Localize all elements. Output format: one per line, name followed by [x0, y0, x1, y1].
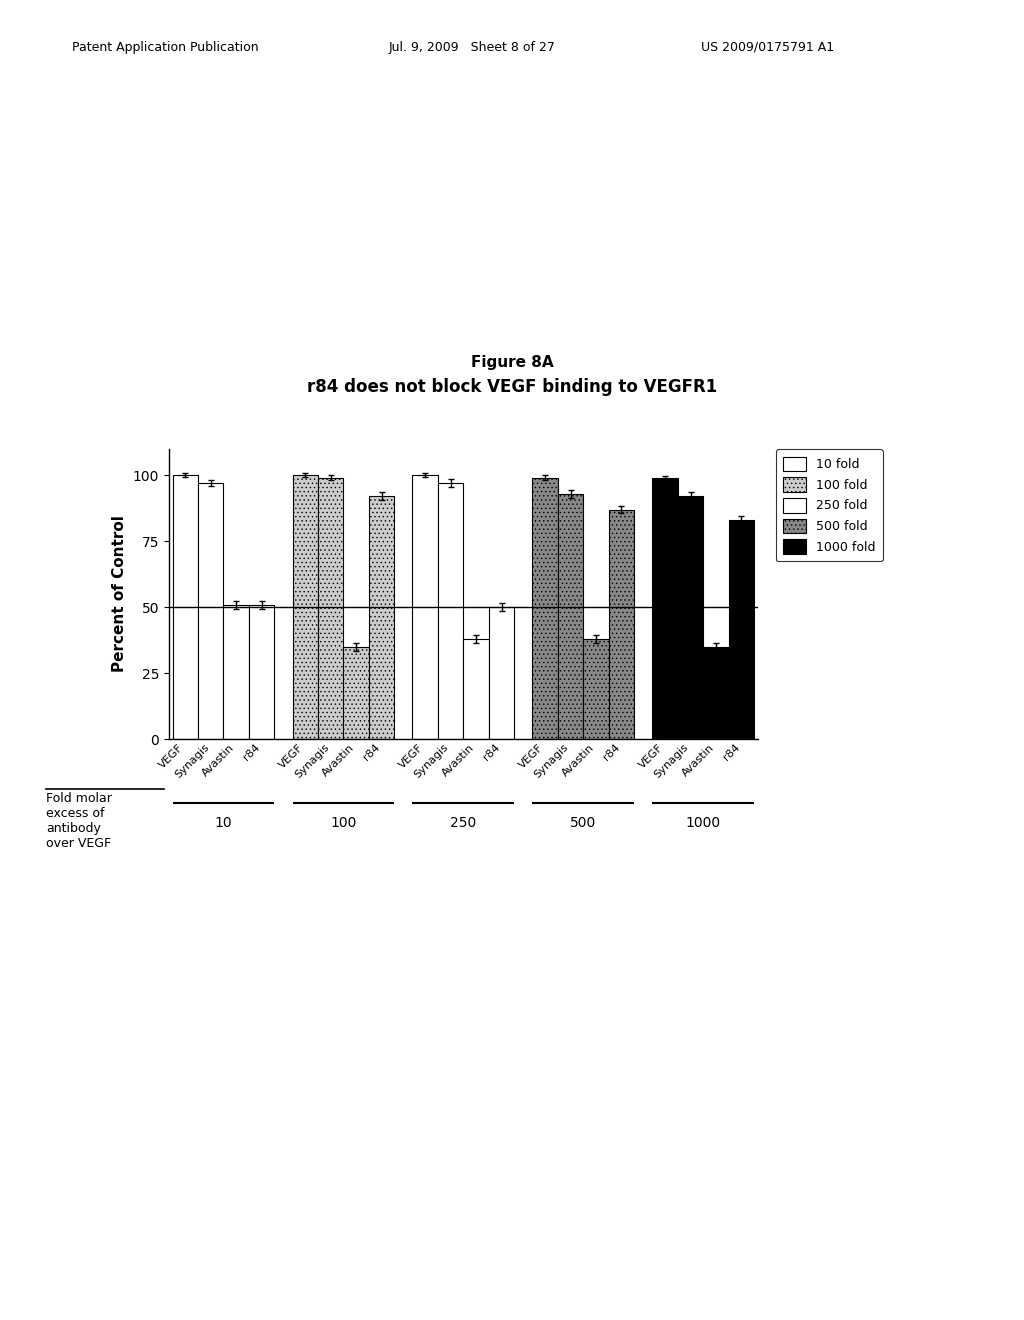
Bar — [488, 607, 514, 739]
Bar — [608, 510, 634, 739]
Bar — [198, 483, 223, 739]
Text: Fold molar
excess of
antibody
over VEGF: Fold molar excess of antibody over VEGF — [46, 792, 112, 850]
Text: Jul. 9, 2009   Sheet 8 of 27: Jul. 9, 2009 Sheet 8 of 27 — [389, 41, 556, 54]
Bar — [173, 475, 198, 739]
Text: 1000: 1000 — [686, 816, 721, 830]
Text: 250: 250 — [451, 816, 476, 830]
Bar — [703, 647, 729, 739]
Text: US 2009/0175791 A1: US 2009/0175791 A1 — [701, 41, 835, 54]
Bar — [293, 475, 318, 739]
Bar — [729, 520, 754, 739]
Text: 500: 500 — [570, 816, 596, 830]
Text: 100: 100 — [330, 816, 356, 830]
Text: Patent Application Publication: Patent Application Publication — [72, 41, 258, 54]
Bar — [438, 483, 463, 739]
Legend: 10 fold, 100 fold, 250 fold, 500 fold, 1000 fold: 10 fold, 100 fold, 250 fold, 500 fold, 1… — [776, 449, 883, 561]
Text: r84 does not block VEGF binding to VEGFR1: r84 does not block VEGF binding to VEGFR… — [307, 378, 717, 396]
Bar — [223, 605, 249, 739]
Bar — [369, 496, 394, 739]
Bar — [249, 605, 274, 739]
Bar — [678, 496, 703, 739]
Bar — [652, 478, 678, 739]
Bar — [318, 478, 343, 739]
Text: 10: 10 — [215, 816, 232, 830]
Bar — [584, 639, 608, 739]
Text: Figure 8A: Figure 8A — [471, 355, 553, 370]
Y-axis label: Percent of Control: Percent of Control — [113, 516, 127, 672]
Bar — [413, 475, 438, 739]
Bar — [463, 639, 488, 739]
Bar — [343, 647, 369, 739]
Bar — [558, 494, 584, 739]
Bar — [532, 478, 558, 739]
